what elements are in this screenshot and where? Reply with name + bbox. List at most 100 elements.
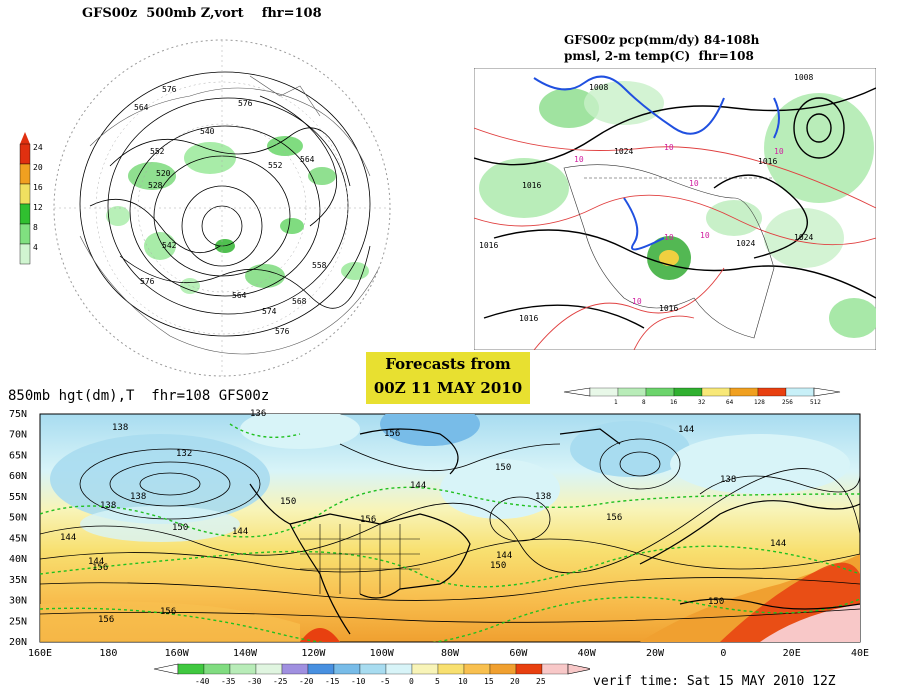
pcp-colorbar-swatch [729,387,759,397]
height-label: 150 [280,497,296,507]
forecast-line-1: Forecasts from [385,355,511,373]
pcp-map: 1008 1016 1024 1016 1024 1016 1016 1016 1024 1008… [474,68,876,350]
pcp-colorbar-label: 16 [670,399,678,406]
height-label: 144 [60,533,76,543]
lat-label: 70N [9,430,27,441]
temp-colorbar-label: -40 [195,677,210,686]
temp-colorbar-arrow-right [567,663,590,675]
height-label: 138 [720,475,736,485]
lon-label: 20W [646,648,665,659]
temp-colorbar-swatch [307,663,335,675]
pcp-colorbar-label: 8 [642,399,646,406]
vort-legend-label: 20 [33,163,43,172]
pcp-colorbar-swatch [701,387,731,397]
temp-contours [474,127,876,350]
vort-legend-label: 8 [33,223,38,232]
lon-label: 40E [851,648,869,659]
pcp-colorbar-label: 64 [726,399,734,406]
lat-label: 30N [9,596,27,607]
lat-label: 20N [9,637,27,648]
lon-label: 0 [720,648,726,659]
height-label: 138 [112,423,128,433]
pcp-isobar-label: 1024 [614,147,633,156]
temp-colorbar-swatch [463,663,491,675]
vort-contour-label: 564 [300,155,315,164]
temp-colorbar-swatch [177,663,205,675]
forecast-box: Forecasts from 00Z 11 MAY 2010 [366,352,530,404]
vort-legend-swatch [19,143,31,165]
temp-colorbar: -40 -35 -30 -25 -20 -15 -10 -5 0 5 10 15 20 25 [153,663,590,686]
pcp-isobar-label: 1008 [589,83,608,92]
temp-colorbar-swatch [515,663,543,675]
vort-legend-swatch [19,203,31,225]
pcp-temp-label: 10 [664,233,674,242]
temp-colorbar-swatch [437,663,465,675]
lon-label: 40W [578,648,597,659]
height-label: 150 [708,597,724,607]
pcp-temp-label: 10 [664,143,674,152]
height-label: 156 [160,607,176,617]
temp-colorbar-swatch [541,663,569,675]
vort-contour-label: 576 [140,277,155,286]
panel-850-title: 850mb hgt(dm),T fhr=108 GFS00z [8,388,270,404]
pcp-colorbar-label: 256 [782,399,793,406]
lon-label: 20E [783,648,801,659]
height-label: 138 [100,501,116,511]
temp-colorbar-swatch [359,663,387,675]
lon-label: 60W [509,648,528,659]
lon-label: 80W [441,648,460,659]
height-label: 144 [410,481,426,491]
pcp-isobar-label: 1016 [659,304,678,313]
lon-label: 140W [233,648,258,659]
vort-contour-label: 576 [238,99,253,108]
map-850: 75N 70N 65N 60N 55N 50N 45N 40N 35N 30N 25N 20N 160… [9,409,869,659]
pcp-colorbar-label: 512 [810,399,821,406]
temp-colorbar-swatch [411,663,439,675]
vort-legend-label: 16 [33,183,43,192]
pcp-isobar-label: 1016 [758,157,777,166]
temp-colorbar-label: 20 [510,677,520,686]
coastlines-850 [249,428,860,635]
height-label: 144 [88,557,104,567]
verif-time: verif time: Sat 15 MAY 2010 12Z [593,674,836,689]
height-label: 138 [535,492,551,502]
vort-map: 576 564 552 540 528 576 552 564 558 564 574 568 576 5… [53,39,391,377]
height-label: 132 [176,449,192,459]
height-label: 144 [232,527,248,537]
lon-label: 160E [28,648,52,659]
temp-colorbar-label: -25 [273,677,288,686]
height-label: 144 [770,539,786,549]
lon-label: 120W [301,648,326,659]
vort-legend-label: 24 [33,143,43,152]
height-label: 144 [678,425,694,435]
forecast-line-2: 00Z 11 MAY 2010 [373,379,523,397]
temp-colorbar-label: 5 [435,677,440,686]
height-label: 150 [495,463,511,473]
temp-colorbar-label: 0 [409,677,414,686]
temp-colorbar-label: -35 [221,677,236,686]
pcp-isobar-label: 1016 [479,241,498,250]
pcp-temp-label: 10 [632,297,642,306]
height-label: 150 [172,523,188,533]
temp-colorbar-swatch [489,663,517,675]
panel-vort-title: GFS00z 500mb Z,vort fhr=108 [82,6,322,21]
height-label: 156 [384,429,400,439]
temp-colorbar-swatch [385,663,413,675]
lat-label: 60N [9,471,27,482]
vort-field [54,40,390,376]
vort-legend-swatch [19,223,31,245]
pcp-colorbar-swatch [589,387,619,397]
temp-850-contours [40,423,860,642]
lat-label: 45N [9,533,27,544]
lon-label: 160W [165,648,190,659]
pcp-shading [479,81,876,338]
freezing-line [533,75,780,251]
height-contours [40,438,860,623]
lat-label: 40N [9,554,27,565]
vort-legend-swatch [19,163,31,185]
vort-contour-label: 540 [200,127,215,136]
vort-contour-label: 574 [262,307,277,316]
pcp-colorbar-swatch [617,387,647,397]
vort-contour-label: 552 [268,161,283,170]
pcp-temp-label: 10 [774,147,784,156]
